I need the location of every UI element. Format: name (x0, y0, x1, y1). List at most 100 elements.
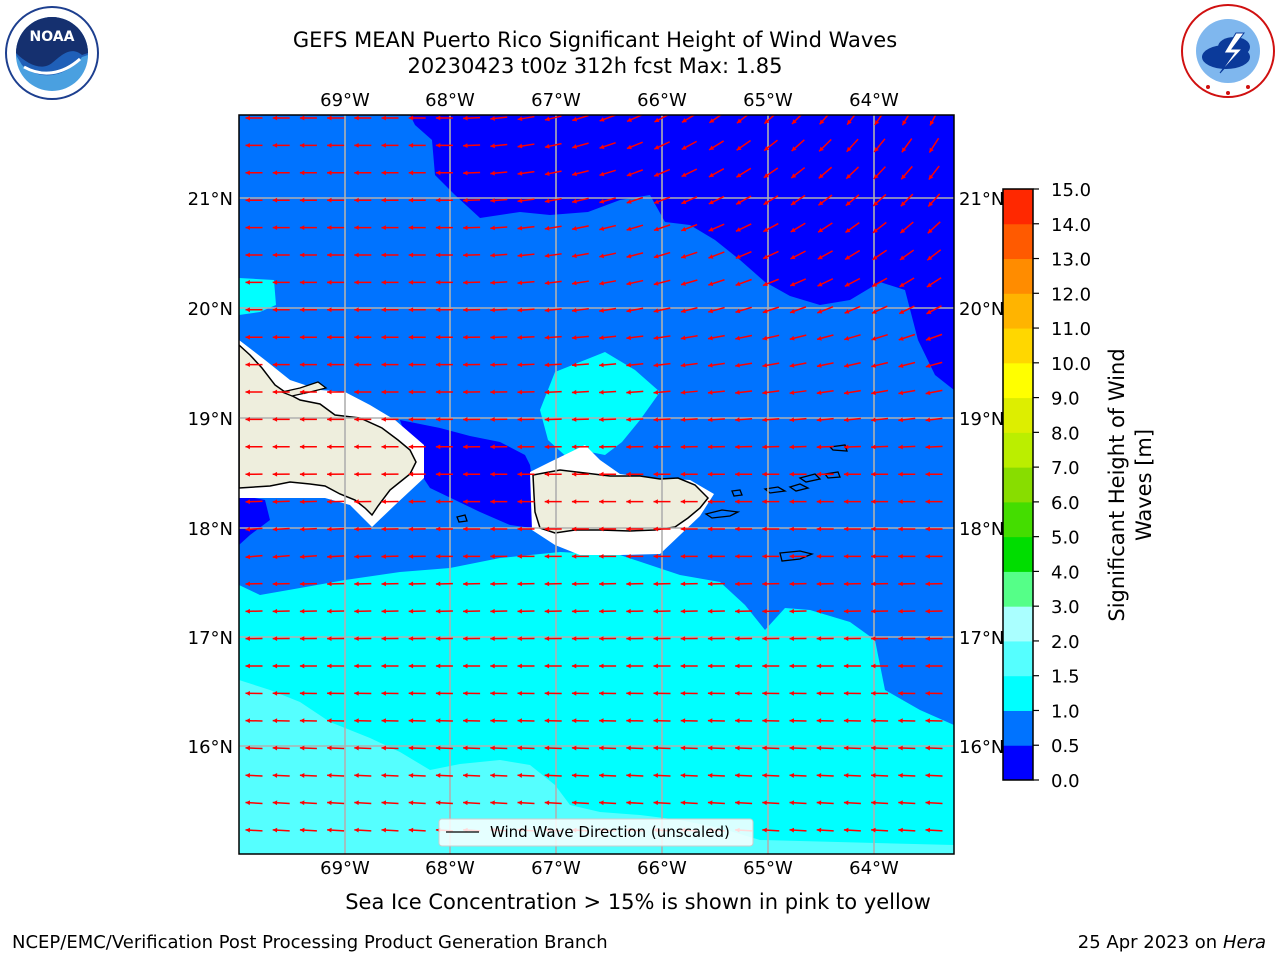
wind-arrow (299, 143, 317, 148)
wind-arrow (245, 444, 263, 450)
wind-arrow (789, 444, 807, 450)
wind-arrow (900, 165, 913, 180)
wind-arrow (517, 335, 535, 340)
wind-arrow (599, 636, 617, 642)
wind-arrow (680, 362, 698, 368)
wind-arrow (735, 581, 753, 587)
wind-arrow (245, 115, 263, 121)
wind-arrow (354, 690, 372, 696)
wind-arrow (789, 306, 807, 314)
wind-arrow (762, 444, 780, 450)
wind-arrow (844, 277, 861, 287)
land-virgin-gorda (823, 471, 841, 479)
wind-arrow (626, 471, 644, 477)
wind-arrow (544, 800, 562, 806)
wind-arrow (381, 663, 399, 669)
wind-arrow (735, 417, 753, 423)
wind-arrow (817, 194, 833, 206)
wind-arrow (571, 718, 589, 724)
wind-arrow (843, 718, 861, 724)
wind-arrow (816, 554, 834, 559)
lat-label: 21°N (188, 189, 233, 210)
wind-arrow (408, 554, 426, 559)
colorbar: 0.0 0.5 1.0 1.5 2.0 3.0 4.0 5.0 6.0 7.0 8.0 9.0 10.0… (1002, 180, 1091, 792)
noaa-logo-text: NOAA (30, 29, 75, 45)
wind-arrow (762, 581, 780, 587)
wind-arrow (327, 663, 345, 669)
wind-arrow (925, 690, 943, 696)
wind-arrow (490, 170, 508, 176)
wind-arrow (680, 307, 698, 314)
wind-arrow (735, 663, 753, 669)
wind-arrow (435, 225, 453, 230)
wind-arrow (817, 250, 833, 260)
wind-arrow (680, 745, 698, 751)
wind-arrow (735, 526, 753, 532)
wind-arrow (463, 252, 481, 258)
wind-arrow (272, 389, 290, 395)
wind-arrow (871, 389, 889, 396)
colorbar-segment (1003, 328, 1033, 364)
wind-arrow (245, 663, 263, 669)
wind-arrow (599, 224, 617, 231)
wind-arrow (872, 249, 888, 261)
wind-arrow (790, 250, 806, 260)
wind-arrow (680, 417, 698, 423)
lat-label: 17°N (188, 628, 233, 649)
wind-arrow (925, 554, 943, 559)
wind-arrow (626, 362, 644, 368)
lon-label: 67°W (531, 90, 581, 111)
wind-arrow (327, 280, 345, 285)
wind-arrow (626, 526, 644, 532)
wind-arrow (681, 168, 698, 178)
wind-arrow (490, 417, 508, 422)
lon-label: 69°W (320, 90, 370, 111)
wind-arrow (571, 800, 589, 806)
wind-arrow (381, 636, 399, 642)
wind-arrow (327, 389, 345, 395)
wind-arrow (653, 471, 671, 477)
wind-arrow (680, 390, 698, 395)
wind-arrow (327, 690, 345, 696)
wind-arrow (354, 554, 372, 559)
wave-band-deep-blue-west (239, 495, 270, 545)
wind-arrow (463, 471, 481, 477)
wind-arrow (925, 718, 943, 724)
wind-arrow (572, 142, 589, 149)
wind-arrow (327, 307, 345, 313)
wind-arrow (926, 277, 942, 288)
wind-arrow (463, 526, 481, 532)
wind-arrow (898, 773, 916, 778)
wind-arrow (843, 362, 861, 368)
colorbar-tick-label: 1.0 (1051, 701, 1080, 722)
wind-arrow (898, 608, 916, 614)
colorbar-segment (1003, 710, 1033, 746)
wind-arrow (843, 389, 861, 396)
wind-arrow (408, 225, 426, 230)
wind-arrow (327, 115, 345, 121)
wind-arrow (762, 334, 780, 341)
wind-arrow (327, 636, 345, 642)
wind-arrow (626, 389, 644, 395)
wind-arrow (463, 444, 481, 450)
wind-arrow (901, 138, 913, 153)
wind-arrow (381, 800, 399, 806)
wind-arrow (245, 197, 263, 203)
wind-arrow (490, 307, 508, 313)
wind-arrow (408, 745, 426, 751)
wind-arrow (843, 526, 861, 532)
wind-arrow (735, 745, 753, 751)
wind-arrow (463, 608, 481, 614)
wind-arrow (435, 499, 453, 505)
wind-arrow (925, 663, 943, 669)
wind-arrow (381, 471, 399, 477)
wind-arrow (925, 526, 943, 532)
colorbar-segment (1003, 606, 1033, 642)
wind-arrow (354, 389, 372, 395)
wind-arrow (653, 690, 671, 696)
wind-arrow (626, 581, 644, 587)
wind-arrow (299, 773, 317, 778)
wind-arrow (571, 554, 589, 559)
wind-arrow (871, 773, 889, 778)
wind-arrow (354, 170, 372, 176)
